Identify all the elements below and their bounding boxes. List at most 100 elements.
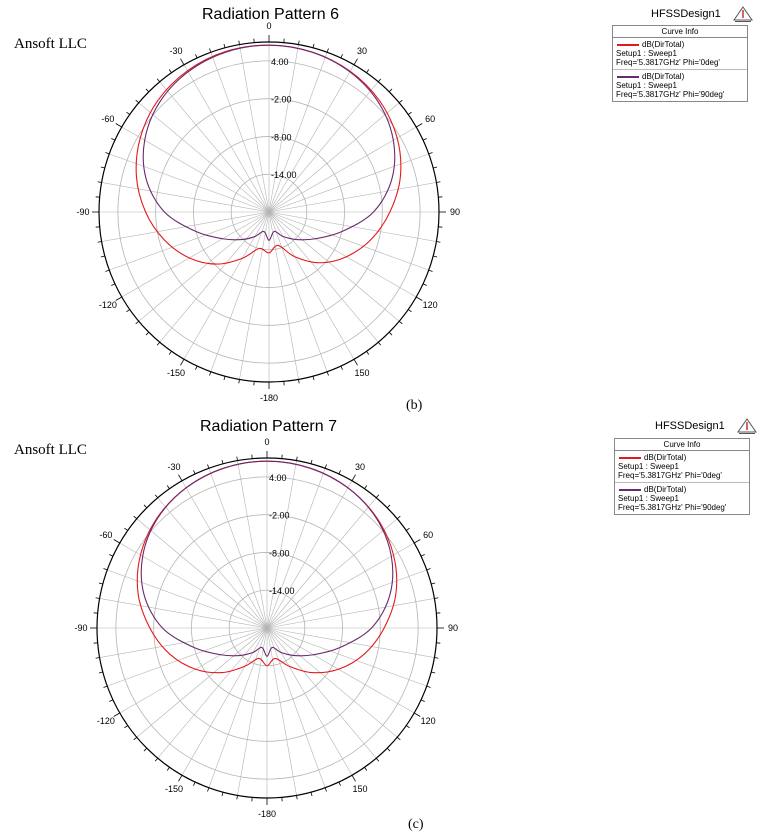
legend-header: Curve Info [615, 439, 749, 451]
edge-tick [97, 241, 102, 243]
grid-spoke [266, 627, 398, 738]
edge-tick [98, 671, 103, 674]
edge-tick [324, 464, 327, 469]
edge-tick [109, 554, 114, 557]
angle-tick-label: -120 [99, 300, 117, 310]
angle-tick-label: 120 [423, 300, 438, 310]
edge-tick [431, 582, 436, 585]
grid-spoke [157, 497, 268, 629]
edge-tick [113, 712, 120, 717]
chart-title: Radiation Pattern 6 [202, 6, 339, 23]
grid-spoke [266, 627, 326, 788]
angle-tick-label: -30 [169, 46, 182, 56]
grid-spoke [237, 627, 268, 796]
grid-spoke [268, 52, 328, 213]
grid-spoke [268, 81, 379, 213]
grid-spoke [101, 182, 270, 213]
edge-tick [236, 795, 238, 800]
grid-ring [155, 98, 383, 326]
grid-spoke [159, 81, 270, 213]
grid-spoke [157, 627, 268, 759]
grid-ring [153, 514, 381, 742]
angle-tick-label: 30 [357, 46, 367, 56]
legend-entry-setup: Setup1 : Sweep1 [618, 462, 679, 471]
legend-entry-name: dB(DirTotal) [642, 40, 685, 49]
grid-spoke [266, 480, 353, 629]
grid-spoke [266, 518, 398, 629]
grid-spoke [138, 102, 270, 213]
grid-spoke [159, 211, 270, 343]
figure-caption: (b) [406, 398, 423, 413]
grid-spoke [268, 182, 437, 213]
angle-tick-label: -180 [260, 393, 278, 403]
grid-spoke [266, 627, 297, 796]
edge-tick [97, 181, 102, 183]
grid-spoke [268, 126, 417, 213]
angle-tick-label: -150 [165, 784, 183, 794]
radial-tick-label: -8.00 [271, 132, 292, 142]
edge-tick [426, 568, 431, 571]
edge-tick [238, 379, 240, 384]
grid-spoke [268, 153, 429, 213]
grid-ring [191, 552, 343, 704]
edge-tick [103, 685, 108, 688]
edge-tick [168, 69, 172, 73]
grid-spoke [239, 211, 270, 380]
grid-ring [117, 60, 421, 364]
grid-spoke [121, 126, 270, 213]
edge-tick [351, 775, 356, 782]
polar-chart-c: 0 30 60 90 120 150 -180 -150 -120 -90 -60 -30 4.00 -2… [74, 437, 458, 819]
legend-swatch-phi90 [617, 75, 639, 78]
grid-spoke [210, 211, 270, 372]
polar-chart-b: 0 30 60 90 120 150 -180 -150 -120 -90 -60 -30 4.00 -2… [76, 21, 460, 403]
legend-entry-setup: Setup1 : Sweep1 [618, 494, 679, 503]
legend-header: Curve Info [613, 26, 747, 38]
grid-spoke [266, 627, 377, 759]
design-name: HFSSDesign1 [655, 420, 725, 432]
angle-tick-label: -60 [99, 530, 112, 540]
edge-tick [398, 99, 403, 104]
edge-tick [312, 43, 315, 48]
edge-tick [178, 775, 183, 782]
edge-tick [195, 54, 198, 59]
edge-tick [238, 40, 240, 45]
edge-tick [428, 152, 433, 155]
angle-tick-label: 0 [264, 437, 269, 447]
edge-tick [377, 341, 382, 346]
angle-tick-label: -60 [101, 114, 114, 124]
edge-tick [296, 795, 298, 800]
edge-tick [221, 792, 224, 797]
radiation-pattern-panel-c: 0 30 60 90 120 150 -180 -150 -120 -90 -60 -30 4.00 -2… [0, 414, 770, 834]
grid-spoke [107, 627, 268, 687]
edge-tick [436, 241, 441, 243]
grid-spoke [268, 211, 328, 372]
series-line-phi90 [140, 460, 394, 657]
ansoft-logo-icon [733, 6, 753, 22]
edge-tick [366, 69, 370, 73]
edge-tick [100, 166, 105, 169]
edge-tick [340, 365, 343, 370]
grid-spoke [119, 542, 268, 629]
grid-spoke [138, 211, 270, 322]
legend-entry-phi90: dB(DirTotal) Setup1 : Sweep1 Freq='5.381… [615, 482, 749, 514]
grid-spoke [268, 102, 400, 213]
edge-tick [195, 365, 198, 370]
figure-caption: (c) [408, 817, 424, 832]
edge-tick [353, 58, 358, 65]
radial-tick-label: -2.00 [271, 95, 292, 105]
angle-tick-label: 0 [266, 21, 271, 31]
grid-spoke [266, 497, 377, 629]
angle-tick-label: 90 [448, 623, 458, 633]
edge-tick [298, 40, 300, 45]
grid-ring [115, 476, 419, 780]
grid-ring [193, 136, 345, 288]
edge-tick [388, 88, 393, 93]
edge-tick [422, 283, 427, 286]
edge-tick [406, 725, 410, 729]
angle-tick-label: 30 [355, 462, 365, 472]
grid-spoke [121, 211, 270, 298]
edge-tick [95, 597, 100, 599]
edge-tick [433, 255, 438, 258]
edge-tick [145, 88, 150, 93]
angle-tick-label: -150 [167, 368, 185, 378]
